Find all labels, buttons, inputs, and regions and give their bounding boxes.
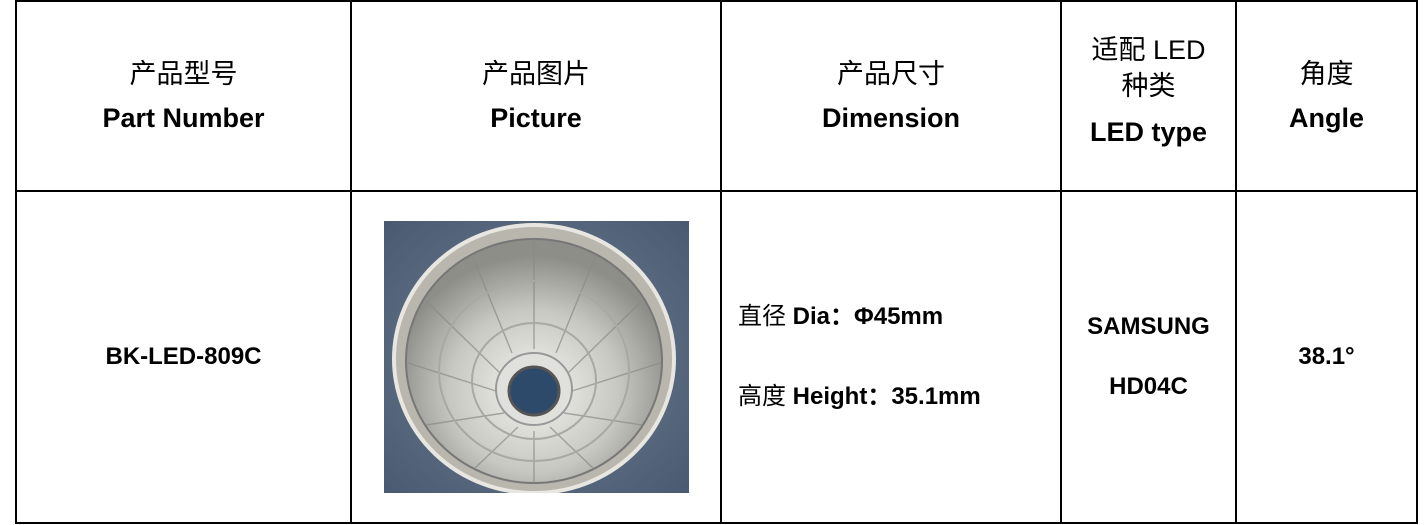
header-cn: 角度: [1299, 59, 1354, 89]
header-cn: 产品型号: [129, 59, 238, 89]
dimension-line: 高度 Height：35.1mm: [738, 357, 1060, 437]
part-number: BK-LED-809C: [15, 190, 352, 524]
dimension-cn: 直径: [738, 303, 786, 330]
header-cn: 种类: [1121, 71, 1176, 101]
header-en: Angle: [1288, 103, 1364, 133]
dimension-en: Dia：Φ45mm: [792, 303, 944, 330]
header-cell: 产品尺寸 Dimension: [720, 0, 1062, 192]
led-line: SAMSUNG: [1087, 313, 1210, 340]
led-line: HD04C: [1109, 373, 1188, 400]
header-cn: 产品尺寸: [837, 59, 945, 89]
data-row: BK-LED-809C: [15, 190, 1418, 524]
dimension-line: 直径 Dia：Φ45mm: [738, 277, 1060, 357]
angle: 38.1°: [1235, 190, 1418, 524]
dimension-en: Height：35.1mm: [792, 383, 981, 410]
dimension-cn: 高度: [738, 383, 786, 410]
header-row: 产品型号 Part Number 产品图片 Picture 产品尺寸 Dimensio…: [15, 0, 1418, 192]
header-en: Dimension: [821, 103, 961, 133]
header-en: Picture: [490, 103, 582, 133]
product-picture: [383, 221, 689, 493]
header-cn: 适配 LED: [1091, 35, 1206, 65]
header-en: LED type: [1089, 117, 1208, 147]
header-cell: 适配 LED 种类 LED type: [1060, 0, 1237, 192]
led-cell: SAMSUNG HD04C: [1060, 190, 1237, 524]
header-en: Part Number: [102, 103, 265, 133]
spec-table: 产品型号 Part Number 产品图片 Picture 产品尺寸 Dimensio…: [15, 0, 1418, 524]
header-cell: 产品图片 Picture: [350, 0, 722, 192]
picture-cell: [350, 190, 722, 524]
header-cell: 角度 Angle: [1235, 0, 1418, 192]
header-cn: 产品图片: [482, 59, 590, 89]
dimension-cell: 直径 Dia：Φ45mm 高度 Height：35.1mm: [720, 190, 1062, 524]
header-cell: 产品型号 Part Number: [15, 0, 352, 192]
